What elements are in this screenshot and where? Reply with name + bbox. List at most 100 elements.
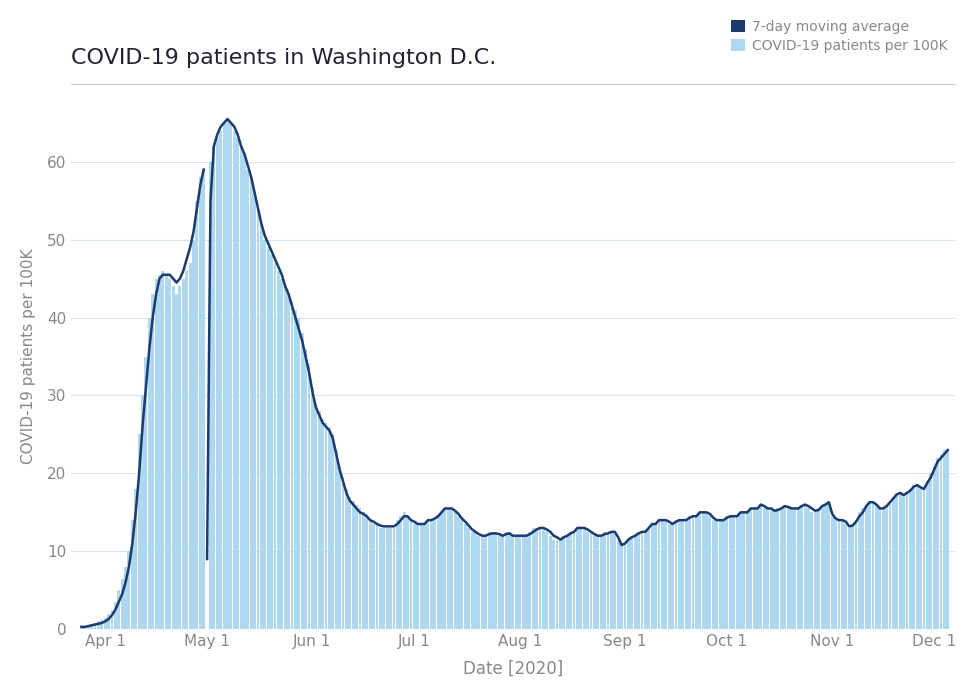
- Bar: [813, 512, 816, 629]
- Bar: [882, 508, 885, 629]
- Bar: [318, 411, 320, 629]
- Bar: [240, 146, 242, 629]
- Bar: [213, 146, 216, 629]
- Bar: [518, 535, 521, 629]
- Bar: [382, 528, 385, 629]
- Bar: [794, 508, 797, 629]
- Bar: [705, 512, 708, 629]
- Bar: [563, 535, 565, 629]
- Bar: [419, 524, 422, 629]
- Bar: [264, 240, 267, 629]
- Bar: [699, 512, 701, 629]
- Bar: [345, 489, 348, 629]
- Bar: [304, 349, 307, 629]
- Bar: [375, 524, 378, 629]
- Bar: [915, 485, 918, 629]
- Bar: [549, 535, 552, 629]
- Bar: [464, 524, 466, 629]
- Bar: [674, 520, 677, 629]
- Bar: [654, 524, 657, 629]
- Bar: [620, 544, 623, 629]
- Bar: [661, 520, 663, 629]
- Bar: [593, 535, 596, 629]
- Bar: [433, 520, 436, 629]
- Bar: [410, 520, 413, 629]
- Bar: [725, 517, 728, 629]
- Bar: [372, 524, 375, 629]
- Bar: [124, 567, 127, 629]
- Bar: [797, 508, 800, 629]
- Bar: [868, 500, 871, 629]
- Bar: [165, 275, 168, 629]
- Bar: [627, 540, 630, 629]
- Bar: [936, 458, 939, 629]
- Bar: [875, 505, 878, 629]
- Bar: [440, 512, 443, 629]
- Bar: [586, 532, 589, 629]
- Bar: [773, 512, 776, 629]
- Bar: [644, 532, 647, 629]
- Bar: [86, 626, 89, 629]
- Bar: [641, 532, 644, 629]
- Bar: [600, 535, 603, 629]
- Bar: [220, 131, 222, 629]
- Bar: [331, 435, 334, 629]
- Bar: [695, 517, 698, 629]
- Bar: [743, 512, 746, 629]
- Bar: [845, 524, 848, 629]
- Bar: [709, 517, 711, 629]
- Bar: [861, 508, 864, 629]
- Bar: [273, 263, 276, 629]
- Bar: [750, 508, 753, 629]
- Bar: [542, 528, 545, 629]
- Bar: [308, 364, 311, 629]
- Bar: [630, 535, 633, 629]
- Bar: [229, 123, 232, 629]
- Bar: [896, 493, 899, 629]
- Bar: [243, 154, 246, 629]
- Bar: [457, 517, 460, 629]
- Bar: [253, 193, 256, 629]
- Bar: [539, 528, 542, 629]
- Bar: [947, 450, 950, 629]
- Bar: [940, 454, 943, 629]
- Bar: [403, 512, 406, 629]
- Bar: [311, 388, 314, 629]
- Bar: [572, 532, 575, 629]
- Bar: [335, 450, 338, 629]
- Bar: [667, 524, 670, 629]
- Bar: [342, 477, 344, 629]
- Bar: [233, 131, 236, 629]
- Bar: [236, 138, 239, 629]
- Bar: [634, 535, 637, 629]
- Bar: [321, 419, 324, 629]
- Bar: [864, 505, 867, 629]
- Bar: [769, 508, 772, 629]
- Bar: [137, 435, 140, 629]
- Bar: [437, 517, 440, 629]
- Bar: [83, 626, 86, 629]
- Bar: [807, 508, 809, 629]
- Bar: [532, 528, 535, 629]
- Bar: [637, 532, 640, 629]
- Bar: [715, 520, 718, 629]
- Bar: [801, 505, 804, 629]
- Bar: [284, 287, 287, 629]
- Bar: [871, 500, 874, 629]
- Bar: [831, 517, 834, 629]
- Bar: [454, 512, 457, 629]
- Bar: [151, 294, 154, 629]
- Bar: [209, 161, 212, 629]
- Bar: [514, 535, 517, 629]
- Bar: [505, 532, 508, 629]
- Bar: [613, 532, 616, 629]
- Bar: [892, 497, 895, 629]
- Bar: [780, 508, 783, 629]
- Bar: [576, 528, 579, 629]
- Bar: [848, 528, 851, 629]
- Bar: [406, 517, 409, 629]
- Bar: [824, 505, 827, 629]
- Bar: [481, 535, 484, 629]
- Bar: [368, 520, 371, 629]
- Bar: [107, 614, 110, 629]
